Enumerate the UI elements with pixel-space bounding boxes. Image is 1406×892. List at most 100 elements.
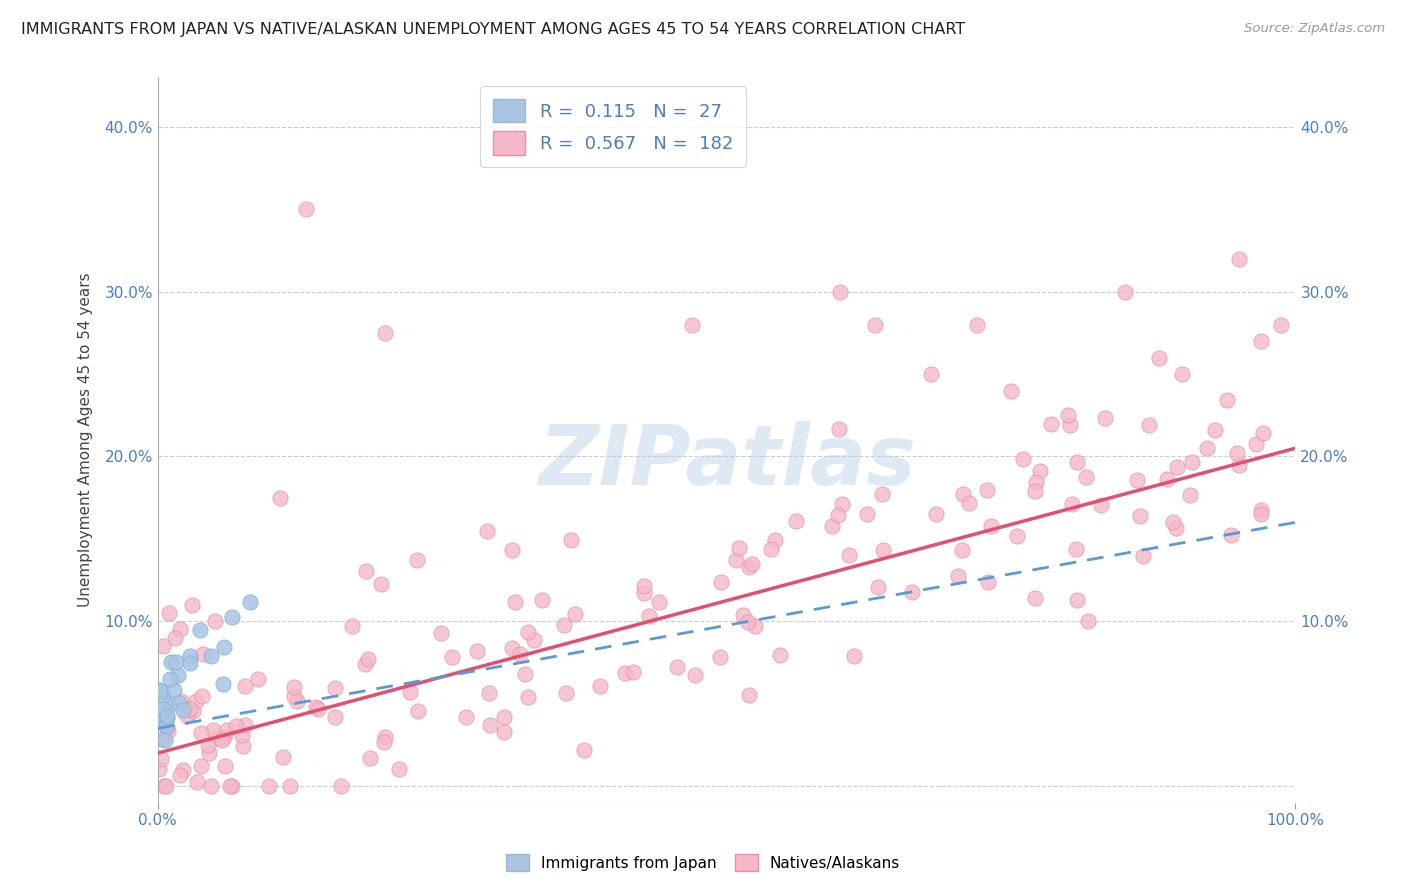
Point [1164,521,1187,535]
Point [946,569,969,583]
Point [330,779,353,793]
Point [1226,446,1249,460]
Point [479,718,502,732]
Point [370,577,392,591]
Point [737,615,759,630]
Point [157,724,180,739]
Point [441,650,464,665]
Point [492,710,515,724]
Point [202,723,225,737]
Point [214,640,236,654]
Point [477,524,499,539]
Point [738,560,761,574]
Point [1219,528,1241,542]
Point [564,607,586,621]
Point [1028,464,1050,478]
Point [744,619,766,633]
Point [1066,542,1088,557]
Point [155,719,177,733]
Point [863,318,886,332]
Point [920,367,942,381]
Point [638,608,661,623]
Point [215,723,238,737]
Point [305,699,328,714]
Point [156,720,179,734]
Point [1062,497,1084,511]
Point [357,652,380,666]
Point [190,759,212,773]
Point [980,519,1002,533]
Point [269,491,291,505]
Point [283,689,305,703]
Point [560,533,582,548]
Point [1024,591,1046,605]
Point [155,732,177,747]
Point [769,648,792,662]
Point [725,553,748,567]
Point [283,681,305,695]
Point [232,739,254,753]
Point [353,657,375,671]
Point [157,606,180,620]
Point [399,685,422,699]
Point [621,665,644,679]
Text: ZIPatlas: ZIPatlas [537,421,915,502]
Point [188,624,211,638]
Point [156,708,179,723]
Point [966,318,988,332]
Point [1132,549,1154,564]
Point [872,542,894,557]
Point [1161,515,1184,529]
Point [233,718,256,732]
Point [868,580,890,594]
Point [456,710,478,724]
Point [150,731,173,746]
Point [1170,367,1192,381]
Point [952,487,974,501]
Point [204,614,226,628]
Point [515,666,537,681]
Point [763,533,786,547]
Point [169,696,191,710]
Point [613,665,636,680]
Point [374,731,396,745]
Point [553,617,575,632]
Legend: Immigrants from Japan, Natives/Alaskans: Immigrants from Japan, Natives/Alaskans [499,848,907,877]
Point [165,655,187,669]
Point [219,779,242,793]
Point [374,326,396,340]
Point [731,607,754,622]
Point [373,735,395,749]
Point [198,747,221,761]
Point [172,702,194,716]
Point [505,595,527,609]
Point [1040,417,1063,432]
Point [1195,442,1218,456]
Point [509,647,531,661]
Point [184,694,207,708]
Point [633,586,655,600]
Point [1000,384,1022,398]
Point [1181,455,1204,469]
Point [169,623,191,637]
Point [340,618,363,632]
Point [169,768,191,782]
Point [1025,475,1047,489]
Point [176,708,198,723]
Point [709,649,731,664]
Point [212,731,235,745]
Point [1057,409,1080,423]
Point [761,542,783,557]
Point [356,564,378,578]
Point [1156,472,1178,486]
Point [683,668,706,682]
Point [1250,334,1272,348]
Point [150,752,173,766]
Point [156,711,179,725]
Point [163,682,186,697]
Point [190,725,212,739]
Point [271,750,294,764]
Point [239,595,262,609]
Point [166,667,188,681]
Point [152,715,174,730]
